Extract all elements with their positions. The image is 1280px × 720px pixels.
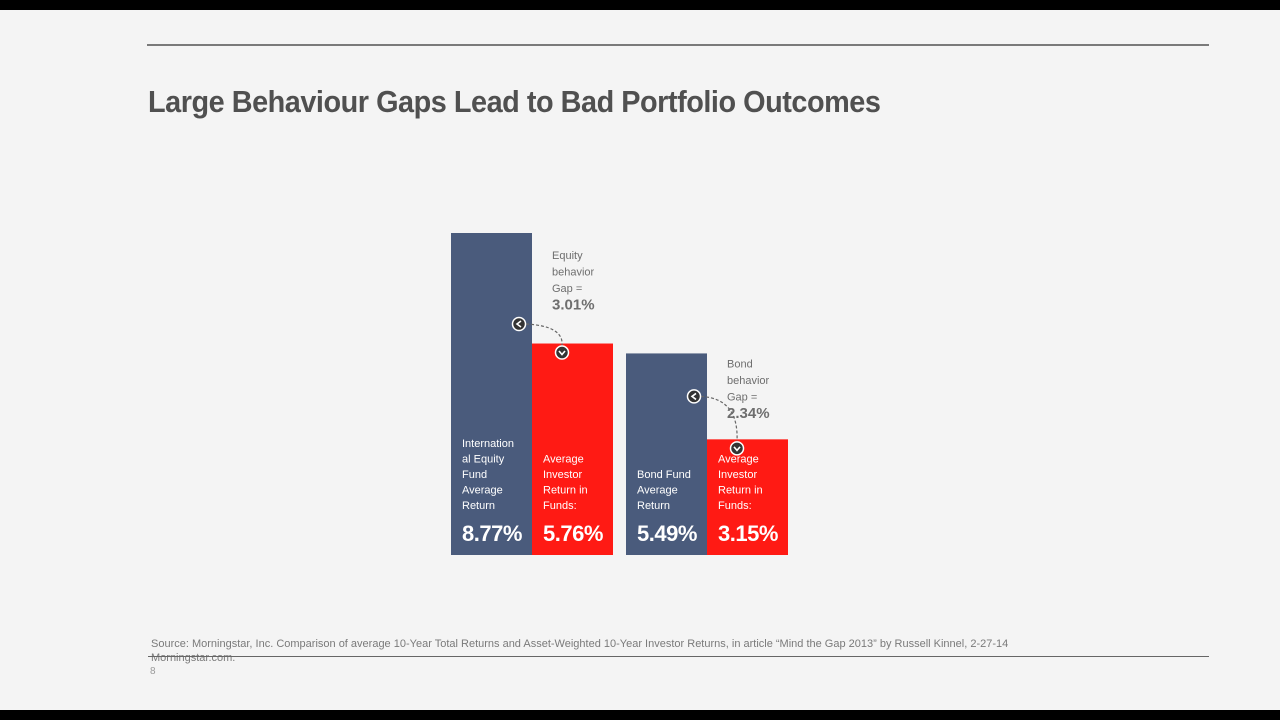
slide-title: Large Behaviour Gaps Lead to Bad Portfol… [148,84,881,119]
gap-connector [700,395,738,442]
gap-connector [525,323,563,346]
bar-value-label: 5.49% [637,521,697,546]
bar-value-label: 5.76% [543,521,603,546]
bar-label-line: Funds: [718,500,752,512]
top-divider [147,44,1209,46]
gap-value-label: 2.34% [727,405,770,422]
bar-label-line: Average [543,454,584,466]
bar-label-line: Return in [543,485,588,497]
bar-value-label: 8.77% [462,521,522,546]
source-line-1: Source: Morningstar, Inc. Comparison of … [151,638,1009,650]
source-line-2: Morningstar.com. [151,652,236,664]
bar-label-line: Average [637,485,678,497]
gap-label-line: behavior [552,267,595,279]
gap-end-marker [554,345,570,360]
gap-start-marker-arrow [690,392,697,401]
bar-bond-fund [626,353,707,555]
bar-label-line: Average [462,485,503,497]
bar-label-line: Return in [718,485,763,497]
bar-label-line: Return [637,500,670,512]
gap-start-marker [686,389,702,404]
page-number: 8 [150,666,156,677]
bar-label-line: Investor [543,469,582,481]
bar-label-line: Funds: [543,500,577,512]
bar-equity-investor [532,343,613,555]
bar-value-label: 3.15% [718,521,778,546]
gap-label-line: Bond [727,358,753,370]
bar-equity-fund [451,233,532,555]
bar-label-line: Fund [462,469,487,481]
gap-end-marker-arrow [733,446,741,452]
gap-label-line: behavior [727,375,770,387]
bar-label-line: al Equity [462,454,505,466]
bar-label-line: Investor [718,469,757,481]
gap-end-marker [729,441,745,456]
bar-bond-investor [707,439,788,555]
gap-start-marker-arrow [515,320,522,328]
bar-label-line: Average [718,454,759,466]
source-note: Source: Morningstar, Inc. Comparison of … [151,637,1008,665]
gap-label-line: Gap = [727,391,757,403]
gap-end-marker-arrow [558,350,566,356]
bottom-divider [148,656,1209,657]
gap-start-marker [511,316,527,332]
bar-label-line: Bond Fund [637,469,691,481]
gap-label-line: Gap = [552,283,582,295]
gap-value-label: 3.01% [552,297,595,314]
gap-label-line: Equity [552,250,583,262]
bar-label-line: Internation [462,438,514,450]
bar-label-line: Return [462,500,495,512]
